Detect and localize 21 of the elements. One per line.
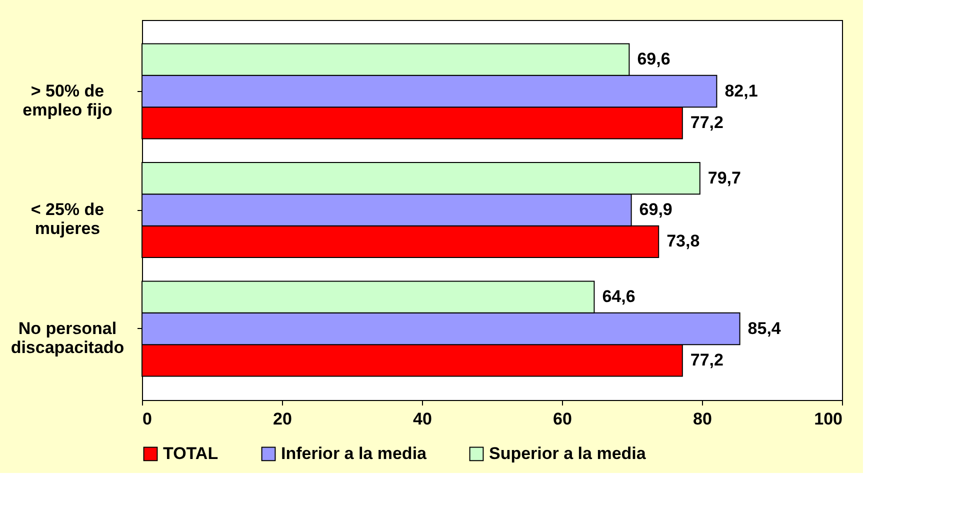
data-label: 82,1 [724,81,758,100]
data-label: 69,9 [639,200,672,219]
y-tick-label: > 50% de empleo fijo [22,81,112,120]
data-label: 79,7 [708,168,741,188]
x-tick-label: 20 [273,410,292,428]
x-tick-label: 100 [814,410,842,428]
data-label: 69,6 [637,50,670,69]
x-tick-label: 60 [553,410,572,428]
y-tick-label: < 25% de mujeres [30,200,104,238]
data-label: 77,2 [690,350,724,370]
data-label: 85,4 [748,318,782,338]
data-label: 77,2 [690,112,724,132]
legend-label: Superior a la media [489,444,646,463]
legend-label: TOTAL [163,444,218,463]
data-label: 64,6 [602,287,636,306]
x-tick-label: 80 [693,410,712,428]
x-tick-label: 40 [413,410,432,428]
legend-label: Inferior a la media [281,444,428,463]
data-label: 73,8 [666,232,700,251]
y-tick-label: No personal discapacitado [10,318,124,357]
x-tick-label: 0 [142,410,152,428]
